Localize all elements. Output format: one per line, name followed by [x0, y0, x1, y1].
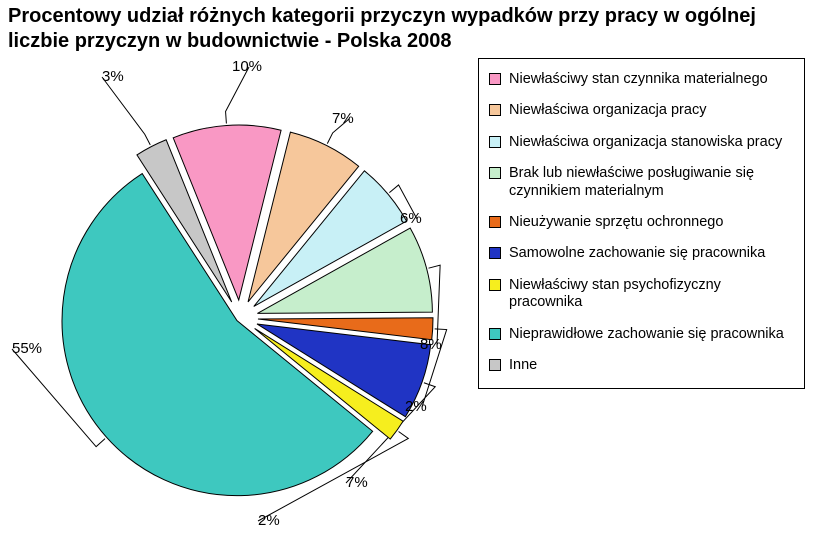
slice-label-5: 7%: [346, 474, 368, 491]
legend-label-1: Niewłaściwa organizacja pracy: [509, 102, 794, 119]
legend-swatch-3: [489, 167, 501, 179]
legend-swatch-2: [489, 136, 501, 148]
slice-label-4: 2%: [405, 398, 427, 415]
legend-item-4: Nieużywanie sprzętu ochronnego: [489, 214, 794, 231]
legend-label-4: Nieużywanie sprzętu ochronnego: [509, 214, 794, 231]
legend-item-5: Samowolne zachowanie się pracownika: [489, 245, 794, 262]
legend-item-1: Niewłaściwa organizacja pracy: [489, 102, 794, 119]
legend-swatch-6: [489, 279, 501, 291]
legend-item-0: Niewłaściwy stan czynnika materialnego: [489, 71, 794, 88]
pie-chart: 10% 7% 6% 8% 2% 7% 2% 55% 3%: [0, 58, 480, 534]
legend-label-2: Niewłaściwa organizacja stanowiska pracy: [509, 134, 794, 151]
legend-swatch-0: [489, 73, 501, 85]
legend-item-7: Nieprawidłowe zachowanie się pracownika: [489, 326, 794, 343]
legend: Niewłaściwy stan czynnika materialnego Ni…: [478, 58, 805, 389]
leader-line-8: [102, 77, 150, 145]
legend-label-7: Nieprawidłowe zachowanie się pracownika: [509, 326, 794, 343]
legend-label-0: Niewłaściwy stan czynnika materialnego: [509, 71, 794, 88]
legend-label-5: Samowolne zachowanie się pracownika: [509, 245, 794, 262]
legend-item-8: Inne: [489, 357, 794, 374]
legend-swatch-7: [489, 328, 501, 340]
slice-label-6: 2%: [258, 512, 280, 529]
legend-item-3: Brak lub niewłaściwe posługiwanie się cz…: [489, 165, 794, 200]
slice-label-0: 10%: [232, 58, 262, 75]
slice-label-8: 3%: [102, 68, 124, 85]
slice-label-1: 7%: [332, 110, 354, 127]
legend-swatch-5: [489, 247, 501, 259]
legend-item-2: Niewłaściwa organizacja stanowiska pracy: [489, 134, 794, 151]
legend-label-6: Niewłaściwy stan psychofizyczny pracowni…: [509, 277, 794, 312]
legend-label-3: Brak lub niewłaściwe posługiwanie się cz…: [509, 165, 794, 200]
legend-swatch-4: [489, 216, 501, 228]
slice-label-3: 8%: [420, 336, 442, 353]
legend-label-8: Inne: [509, 357, 794, 374]
chart-title: Procentowy udział różnych kategorii przy…: [8, 4, 807, 54]
legend-swatch-8: [489, 359, 501, 371]
slice-label-7: 55%: [12, 340, 42, 357]
slice-label-2: 6%: [400, 210, 422, 227]
legend-swatch-1: [489, 104, 501, 116]
leader-line-0: [226, 67, 249, 123]
legend-item-6: Niewłaściwy stan psychofizyczny pracowni…: [489, 277, 794, 312]
